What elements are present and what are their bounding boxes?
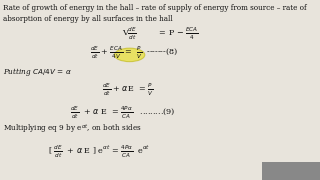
Ellipse shape xyxy=(115,48,145,62)
Text: $\frac{dE}{dt}$ + $\alpha$E  = $\frac{P}{V}$: $\frac{dE}{dt}$ + $\alpha$E = $\frac{P}{… xyxy=(102,82,154,98)
Text: V$\frac{dE}{dt}$         = P $-$ $\frac{ECA}{4}$: V$\frac{dE}{dt}$ = P $-$ $\frac{ECA}{4}$ xyxy=(122,26,198,42)
Text: Putting $CA/4V$ = $\alpha$: Putting $CA/4V$ = $\alpha$ xyxy=(3,66,72,78)
Text: $\frac{dE}{dt}$ + $\frac{ECA}{4V}$ =  $\frac{P}{V}$  -------(8): $\frac{dE}{dt}$ + $\frac{ECA}{4V}$ = $\f… xyxy=(90,45,178,61)
Text: $\frac{dE}{dt}$  + $\alpha$ E  = $\frac{4P\alpha}{CA}$   .........(9): $\frac{dE}{dt}$ + $\alpha$ E = $\frac{4P… xyxy=(70,104,176,121)
Text: [ $\frac{dE}{dt}$  + $\alpha$ E ] e$^{\alpha t}$ = $\frac{4P\alpha}{CA}$  e$^{\a: [ $\frac{dE}{dt}$ + $\alpha$ E ] e$^{\al… xyxy=(48,144,150,160)
Bar xyxy=(262,162,320,180)
Text: absorption of energy by all surfaces in the hall: absorption of energy by all surfaces in … xyxy=(3,15,173,23)
Text: Rate of growth of energy in the hall – rate of supply of energy from source – ra: Rate of growth of energy in the hall – r… xyxy=(3,4,307,12)
Text: Multiplying eq 9 by e$^{\alpha t}$, on both sides: Multiplying eq 9 by e$^{\alpha t}$, on b… xyxy=(3,122,142,135)
